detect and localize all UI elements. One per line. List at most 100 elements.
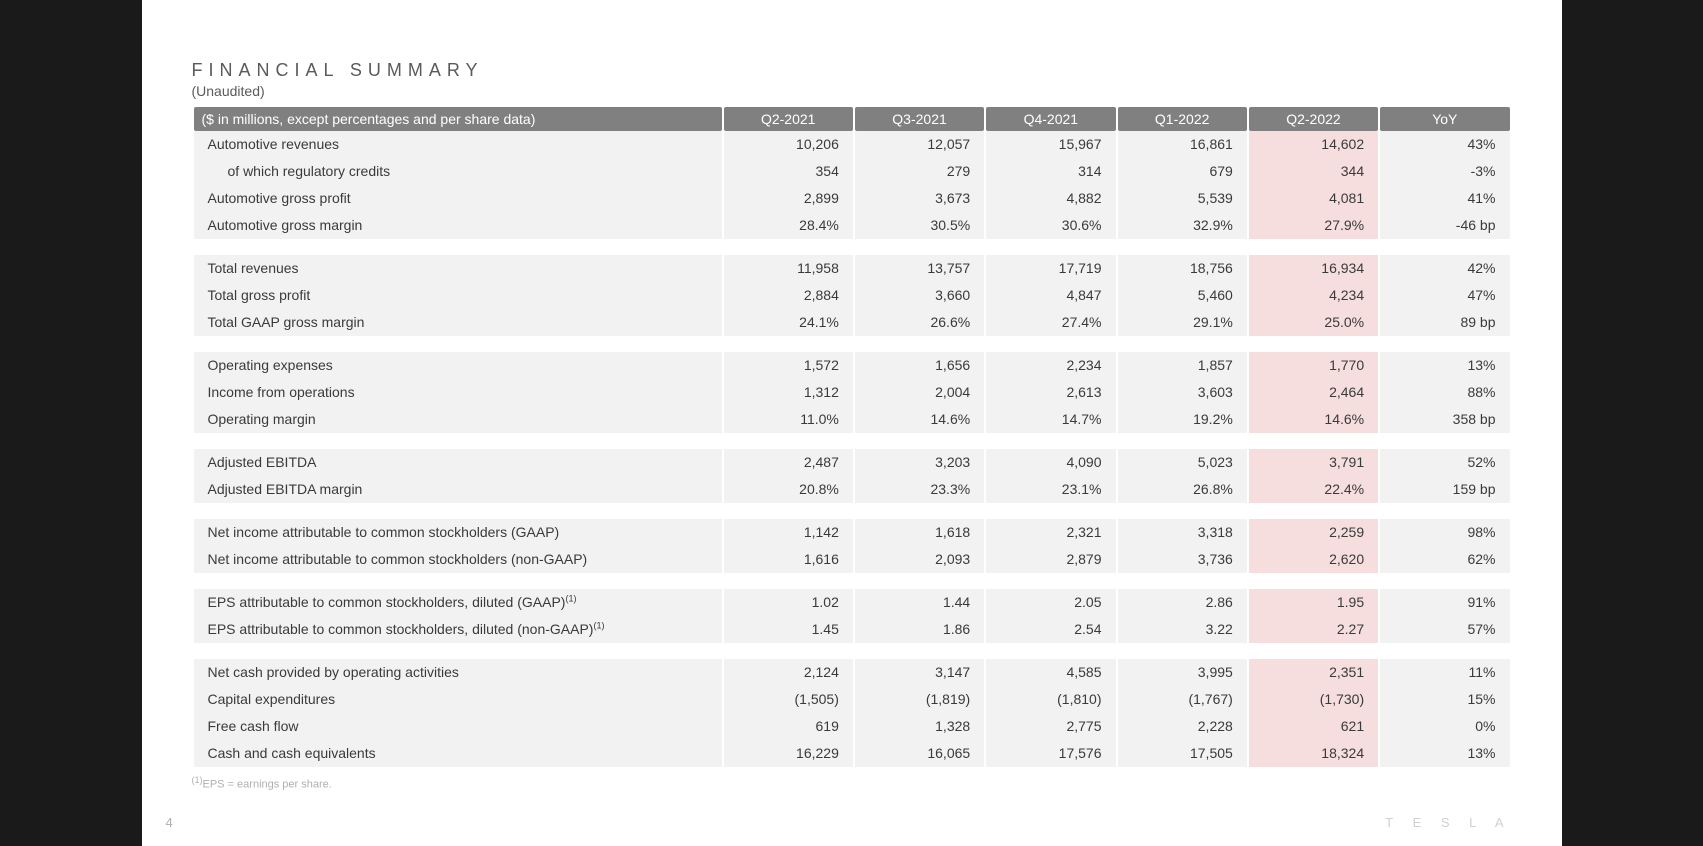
cell-value: 57% (1380, 616, 1509, 643)
cell-value: 2,234 (986, 352, 1115, 379)
blank-row (194, 643, 1510, 659)
cell-value: 344 (1249, 158, 1378, 185)
cell-value: 1,328 (855, 713, 984, 740)
footnote-marker: (1) (192, 775, 203, 785)
cell-value: 5,539 (1118, 185, 1247, 212)
table-row: Automotive revenues10,20612,05715,96716,… (194, 131, 1510, 158)
cell-value: 18,324 (1249, 740, 1378, 767)
col-header: YoY (1380, 107, 1509, 131)
cell-value: 98% (1380, 519, 1509, 546)
cell-value: 88% (1380, 379, 1509, 406)
blank-row (194, 336, 1510, 352)
cell-value: 1.86 (855, 616, 984, 643)
cell-value: 14.6% (1249, 406, 1378, 433)
cell-value: 62% (1380, 546, 1509, 573)
cell-value: 28.4% (724, 212, 853, 239)
table-row: Operating expenses1,5721,6562,2341,8571,… (194, 352, 1510, 379)
row-label: EPS attributable to common stockholders,… (194, 589, 722, 616)
table-row: Net income attributable to common stockh… (194, 519, 1510, 546)
cell-value: 1,312 (724, 379, 853, 406)
cell-value: 4,081 (1249, 185, 1378, 212)
cell-value: 41% (1380, 185, 1509, 212)
cell-value: 17,505 (1118, 740, 1247, 767)
cell-value: 11,958 (724, 255, 853, 282)
row-label: Net cash provided by operating activitie… (194, 659, 722, 686)
cell-value: 23.1% (986, 476, 1115, 503)
cell-value: 91% (1380, 589, 1509, 616)
cell-value: 12,057 (855, 131, 984, 158)
cell-value: 4,585 (986, 659, 1115, 686)
cell-value: 2.05 (986, 589, 1115, 616)
cell-value: 42% (1380, 255, 1509, 282)
col-header: Q4-2021 (986, 107, 1115, 131)
cell-value: 17,719 (986, 255, 1115, 282)
cell-value: 358 bp (1380, 406, 1509, 433)
cell-value: 5,460 (1118, 282, 1247, 309)
cell-value: 621 (1249, 713, 1378, 740)
cell-value: 26.8% (1118, 476, 1247, 503)
row-label: Automotive gross margin (194, 212, 722, 239)
cell-value: 2.27 (1249, 616, 1378, 643)
cell-value: 3,736 (1118, 546, 1247, 573)
cell-value: 3,318 (1118, 519, 1247, 546)
row-label: of which regulatory credits (194, 158, 722, 185)
cell-value: 2.86 (1118, 589, 1247, 616)
cell-value: 2,259 (1249, 519, 1378, 546)
cell-value: 32.9% (1118, 212, 1247, 239)
cell-value: 2.54 (986, 616, 1115, 643)
cell-value: 2,351 (1249, 659, 1378, 686)
page-title: FINANCIAL SUMMARY (192, 60, 1512, 81)
cell-value: 14.7% (986, 406, 1115, 433)
cell-value: 16,229 (724, 740, 853, 767)
header-note: ($ in millions, except percentages and p… (194, 107, 722, 131)
cell-value: 14.6% (855, 406, 984, 433)
cell-value: 22.4% (1249, 476, 1378, 503)
cell-value: 11.0% (724, 406, 853, 433)
row-label: Adjusted EBITDA (194, 449, 722, 476)
row-label: Net income attributable to common stockh… (194, 546, 722, 573)
cell-value: 4,090 (986, 449, 1115, 476)
cell-value: 16,861 (1118, 131, 1247, 158)
cell-value: 16,065 (855, 740, 984, 767)
table-row: of which regulatory credits3542793146793… (194, 158, 1510, 185)
cell-value: 3,660 (855, 282, 984, 309)
row-label: Operating margin (194, 406, 722, 433)
cell-value: 14,602 (1249, 131, 1378, 158)
cell-value: 1.02 (724, 589, 853, 616)
cell-value: 3,673 (855, 185, 984, 212)
row-label: Net income attributable to common stockh… (194, 519, 722, 546)
cell-value: (1,505) (724, 686, 853, 713)
cell-value: 11% (1380, 659, 1509, 686)
row-label: Free cash flow (194, 713, 722, 740)
cell-value: 1,618 (855, 519, 984, 546)
cell-value: 3.22 (1118, 616, 1247, 643)
cell-value: 2,613 (986, 379, 1115, 406)
cell-value: 2,775 (986, 713, 1115, 740)
cell-value: 3,603 (1118, 379, 1247, 406)
cell-value: 1,656 (855, 352, 984, 379)
cell-value: 13,757 (855, 255, 984, 282)
cell-value: 18,756 (1118, 255, 1247, 282)
row-label: Total revenues (194, 255, 722, 282)
cell-value: 89 bp (1380, 309, 1509, 336)
financial-summary-table: ($ in millions, except percentages and p… (192, 107, 1512, 767)
cell-value: 4,847 (986, 282, 1115, 309)
table-row: Total GAAP gross margin24.1%26.6%27.4%29… (194, 309, 1510, 336)
document-page: FINANCIAL SUMMARY (Unaudited) ($ in mill… (142, 0, 1562, 846)
col-header: Q2-2021 (724, 107, 853, 131)
table-row: Cash and cash equivalents16,22916,06517,… (194, 740, 1510, 767)
table-row: Net income attributable to common stockh… (194, 546, 1510, 573)
cell-value: 2,228 (1118, 713, 1247, 740)
table-row: Total gross profit2,8843,6604,8475,4604,… (194, 282, 1510, 309)
table-row: Total revenues11,95813,75717,71918,75616… (194, 255, 1510, 282)
table-row: Adjusted EBITDA2,4873,2034,0905,0233,791… (194, 449, 1510, 476)
table-row: EPS attributable to common stockholders,… (194, 616, 1510, 643)
cell-value: 1.95 (1249, 589, 1378, 616)
cell-value: 29.1% (1118, 309, 1247, 336)
table-row: Automotive gross profit2,8993,6734,8825,… (194, 185, 1510, 212)
cell-value: 619 (724, 713, 853, 740)
row-label: EPS attributable to common stockholders,… (194, 616, 722, 643)
cell-value: 15,967 (986, 131, 1115, 158)
cell-value: 27.9% (1249, 212, 1378, 239)
cell-value: 3,147 (855, 659, 984, 686)
